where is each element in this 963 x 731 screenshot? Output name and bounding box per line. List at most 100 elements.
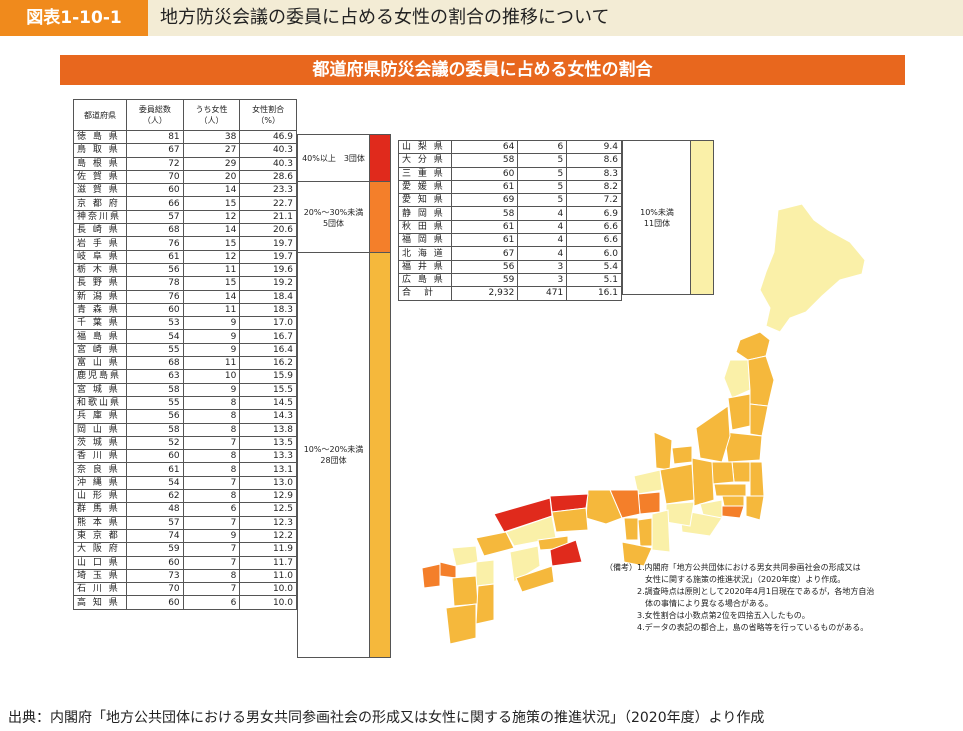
- cell-value: 72: [126, 156, 184, 171]
- table-row: 宮 崎 県 55 9 16.4: [73, 342, 297, 358]
- map-nagano: [691, 457, 715, 507]
- prefecture-table-left: 都道府県 委員総数 （人） うち女性 （人） 女性割合 （%）徳 島 県 81 38 46.…: [73, 99, 297, 610]
- cell-value: 12.9: [239, 489, 297, 504]
- map-chiba: [745, 495, 765, 521]
- cell-value: 13.0: [239, 475, 297, 491]
- cell-prefecture: 岡 山 県: [73, 422, 127, 437]
- cell-value: 60: [126, 555, 184, 570]
- cell-prefecture: 神奈川県: [73, 209, 127, 225]
- cell-value: 29: [182, 156, 241, 171]
- map-miyagi: [749, 403, 769, 437]
- cell-prefecture: 青 森 県: [73, 302, 127, 318]
- cell-value: 9: [182, 329, 241, 344]
- cell-value: 62: [126, 489, 184, 504]
- figure-number: 図表1-10-1: [0, 0, 148, 36]
- cell-value: 55: [126, 342, 184, 358]
- cell-value: 63: [126, 369, 184, 384]
- cell-value: 19.6: [239, 262, 297, 278]
- table-row: 新 潟 県 76 14 18.4: [73, 289, 297, 304]
- cell-prefecture: 香 川 県: [73, 449, 127, 464]
- cell-value: 7: [182, 542, 241, 557]
- table-row: 滋 賀 県 60 14 23.3: [73, 183, 297, 198]
- column-header: うち女性 （人）: [182, 99, 241, 131]
- table-row: 石 川 県 70 7 10.0: [73, 582, 297, 597]
- cell-value: 57: [126, 515, 184, 530]
- cell-value: 8: [182, 568, 241, 584]
- cell-value: 12: [182, 249, 241, 264]
- cell-value: 15: [182, 276, 241, 291]
- column-header: 女性割合 （%）: [239, 99, 297, 131]
- cell-value: 56: [126, 409, 184, 424]
- map-mie: [651, 509, 671, 553]
- cell-value: 76: [126, 289, 184, 304]
- cell-value: 68: [126, 223, 184, 238]
- cell-value: 52: [126, 435, 184, 451]
- cell-value: 9: [182, 528, 241, 544]
- table-row: 北 海 道 67 4 6.0: [398, 246, 622, 261]
- table-row: 岩 手 県 76 15 19.7: [73, 236, 297, 251]
- cell-value: 66: [126, 196, 184, 211]
- cell-value: 67: [126, 143, 184, 158]
- table-row: 徳 島 県 81 38 46.9: [73, 129, 297, 145]
- map-yamaguchi: [475, 531, 515, 557]
- map-osaka: [623, 517, 639, 541]
- map-nagasaki: [421, 563, 441, 589]
- cell-value: 13.3: [239, 449, 297, 464]
- cell-value: 81: [126, 129, 184, 145]
- cell-value: 2,932: [450, 286, 519, 301]
- japan-map: [421, 203, 866, 645]
- cell-value: 8: [182, 395, 241, 411]
- cell-prefecture: 鳥 取 県: [73, 143, 127, 158]
- cell-value: 15: [182, 236, 241, 251]
- map-niigata: [695, 405, 731, 463]
- cell-prefecture: 大 分 県: [398, 153, 452, 168]
- cell-prefecture: 和歌山県: [73, 395, 127, 411]
- table-row: 福 岡 県 61 4 6.6: [398, 233, 622, 248]
- table-row: 長 崎 県 68 14 20.6: [73, 223, 297, 238]
- cell-value: 70: [126, 169, 184, 185]
- cell-prefecture: 福 島 県: [73, 329, 127, 344]
- group-label-40: 40%以上 3団体: [297, 134, 370, 183]
- cell-prefecture: 島 根 県: [73, 156, 127, 171]
- table-row: 静 岡 県 58 4 6.9: [398, 206, 622, 221]
- column-header: 委員総数 （人）: [126, 99, 184, 131]
- swatch-under-10: [690, 140, 714, 295]
- cell-value: 73: [126, 568, 184, 584]
- map-saitama: [713, 483, 747, 497]
- cell-value: 55: [126, 395, 184, 411]
- cell-value: 70: [126, 582, 184, 597]
- cell-value: 6.9: [566, 206, 622, 221]
- map-tokushima: [549, 539, 583, 567]
- group-label-20-30: 20%～30%未満 5団体: [297, 181, 370, 254]
- prefecture-table-right: 山 梨 県 64 6 9.4 大 分 県 58 5 8.6 三 重 県 60 5 8.3 愛 媛 県 61…: [398, 139, 622, 301]
- cell-value: 12.2: [239, 528, 297, 544]
- cell-prefecture: 奈 良 県: [73, 462, 127, 477]
- cell-value: 8: [182, 489, 241, 504]
- table-row: 鳥 取 県 67 27 40.3: [73, 143, 297, 158]
- cell-value: 61: [450, 179, 519, 195]
- cell-value: 7: [182, 475, 241, 491]
- cell-value: 7: [182, 582, 241, 597]
- cell-value: 16.1: [566, 286, 622, 301]
- cell-value: 19.7: [239, 236, 297, 251]
- cell-value: 8.3: [566, 166, 622, 181]
- table-row: 東 京 都 74 9 12.2: [73, 528, 297, 544]
- map-ishikawa: [653, 431, 673, 471]
- table-row: 愛 知 県 69 5 7.2: [398, 193, 622, 208]
- cell-value: 6: [517, 139, 568, 155]
- cell-prefecture: 沖 縄 県: [73, 475, 127, 491]
- cell-value: 74: [126, 528, 184, 544]
- cell-value: 13.1: [239, 462, 297, 477]
- cell-prefecture: 富 山 県: [73, 356, 127, 371]
- cell-value: 40.3: [239, 143, 297, 158]
- table-row: 合 計 2,932 471 16.1: [398, 286, 622, 301]
- cell-value: 57: [126, 209, 184, 225]
- cell-value: 13.5: [239, 435, 297, 451]
- cell-value: 60: [450, 166, 519, 181]
- map-kagoshima: [445, 603, 477, 645]
- map-ehime: [509, 545, 541, 583]
- cell-value: 61: [126, 249, 184, 264]
- cell-prefecture: 熊 本 県: [73, 515, 127, 530]
- cell-prefecture: 鹿児島県: [73, 369, 127, 384]
- cell-value: 6: [182, 595, 241, 610]
